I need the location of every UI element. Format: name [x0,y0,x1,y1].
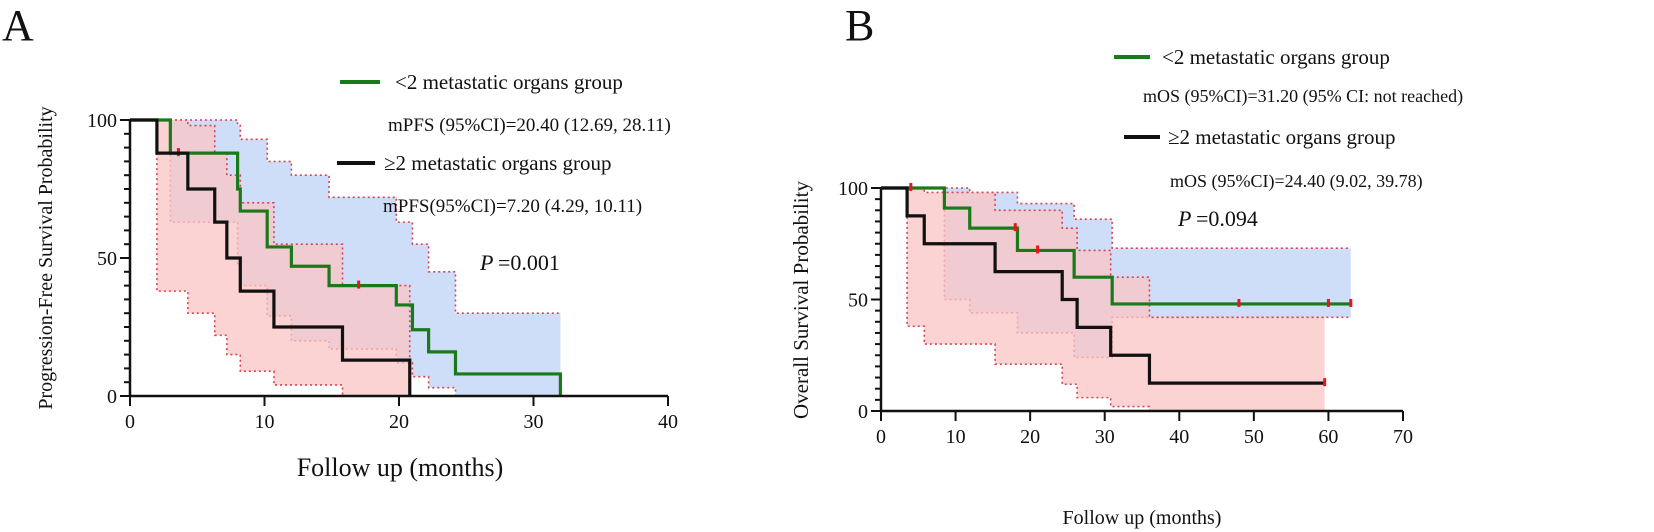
legend-label-ge2: ≥2 metastatic organs group [1168,125,1396,149]
legend-label-ge2: ≥2 metastatic organs group [384,151,612,175]
x-tick-label: 0 [125,411,135,433]
y-axis-title-a: Progression-Free Survival Probability [35,106,57,409]
censor-mark [1326,298,1330,307]
x-tick-label: 70 [1393,426,1413,448]
censor-mark [1036,245,1040,254]
x-tick-label: 60 [1318,426,1338,448]
survival-curve-lt2 [130,118,563,396]
x-tick-label: 0 [876,426,886,448]
x-tick-label: 10 [946,426,966,448]
ci-upper-line [130,119,411,396]
stat-text-ge2: mPFS(95%CI)=7.20 (4.29, 10.11) [383,196,642,217]
axes-a: 0 50 100 0 10 20 30 40 [87,110,678,433]
panel-label-b: B [845,1,874,50]
survival-curve-ge2 [881,186,1325,385]
stat-text-lt2: mOS (95%CI)=31.20 (95% CI: not reached) [1143,86,1463,107]
y-tick-label: 100 [87,110,117,132]
censor-mark [357,280,361,289]
ci-upper-line [130,119,561,315]
legend-b: <2 metastatic organs group mOS (95%CI)=3… [1114,45,1463,231]
panel-b: B Overall Survival Probability Follow up… [789,1,1463,529]
x-tick-label: 10 [255,411,275,433]
censor-mark [1013,223,1017,232]
p-symbol-a: P [479,250,493,275]
ci-lower-line [130,119,410,397]
x-tick-label: 40 [658,411,678,433]
x-axis-title-a: Follow up (months) [297,453,504,482]
p-value-text-a: =0.001 [498,250,560,275]
axes-b: 0 50 100 0 10 20 30 40 50 60 70 [838,178,1413,448]
legend-label-lt2: <2 metastatic organs group [395,70,623,94]
survival-curve-lt2 [881,186,1351,306]
x-tick-label: 50 [1244,426,1264,448]
censor-mark [1349,298,1353,307]
legend-label-lt2: <2 metastatic organs group [1162,45,1390,69]
y-tick-label: 50 [848,290,868,312]
censor-mark [1323,378,1327,387]
panel-a: A Progression-Free Survival Probability … [2,1,678,482]
x-tick-label: 30 [1095,426,1115,448]
x-tick-label: 20 [389,411,409,433]
y-tick-label: 0 [107,386,117,408]
p-value-text-b: =0.094 [1196,206,1258,231]
x-tick-label: 40 [1169,426,1189,448]
survival-curve-ge2 [130,118,412,396]
legend-a: <2 metastatic organs group mPFS (95%CI)=… [337,70,671,275]
stat-text-lt2: mPFS (95%CI)=20.40 (12.69, 28.11) [388,115,671,136]
curves-a [130,118,563,396]
panel-label-a: A [2,1,34,50]
censor-mark [909,183,913,191]
y-tick-label: 50 [97,248,117,270]
x-axis-title-b: Follow up (months) [1063,507,1222,529]
ci-bands-b [881,187,1351,412]
stat-text-ge2: mOS (95%CI)=24.40 (9.02, 39.78) [1170,171,1423,192]
curves-b [881,183,1353,387]
y-tick-label: 0 [858,401,868,423]
ci-upper-line [881,187,1325,319]
x-tick-label: 30 [524,411,544,433]
y-tick-label: 100 [838,178,868,200]
ci-upper-line [881,187,1351,250]
censor-mark [1237,298,1241,307]
p-symbol-b: P [1177,206,1191,231]
y-axis-title-b: Overall Survival Probability [789,181,813,419]
x-tick-label: 20 [1020,426,1040,448]
